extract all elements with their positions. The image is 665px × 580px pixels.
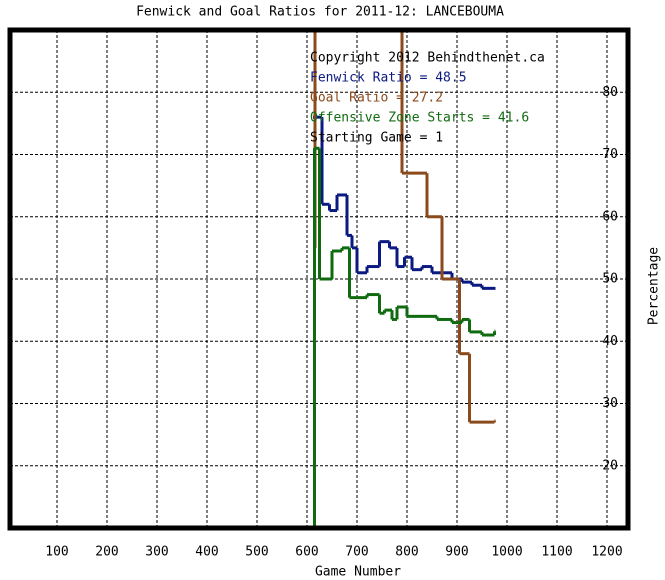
y-tick-label: 60 <box>602 209 618 224</box>
y-tick-label: 40 <box>602 334 618 349</box>
x-tick-label: 100 <box>45 545 68 560</box>
y-axis-label: Percentage <box>647 247 662 325</box>
legend-entry: Offensive Zone Starts = 41.6 <box>310 111 529 126</box>
x-tick-label: 800 <box>395 545 418 560</box>
x-tick-label: 700 <box>345 545 368 560</box>
annotation: Copyright 2012 Behindthenet.ca <box>310 51 545 66</box>
x-tick-label: 600 <box>295 545 318 560</box>
x-tick-label: 200 <box>95 545 118 560</box>
x-tick-label: 1100 <box>541 545 572 560</box>
x-axis-label: Game Number <box>315 565 401 580</box>
x-tick-label: 1200 <box>591 545 622 560</box>
x-tick-label: 900 <box>445 545 468 560</box>
y-tick-label: 30 <box>602 396 618 411</box>
x-tick-label: 400 <box>195 545 218 560</box>
x-tick-label: 1000 <box>491 545 522 560</box>
annotation: Starting Game = 1 <box>310 131 443 146</box>
y-tick-label: 20 <box>602 458 618 473</box>
y-tick-label: 50 <box>602 272 618 287</box>
y-tick-label: 80 <box>602 85 618 100</box>
x-tick-label: 300 <box>145 545 168 560</box>
legend-entry: Fenwick Ratio = 48.5 <box>310 71 467 86</box>
y-tick-label: 70 <box>602 147 618 162</box>
chart-title: Fenwick and Goal Ratios for 2011-12: LAN… <box>136 5 504 20</box>
plot-border <box>7 27 631 531</box>
x-tick-label: 500 <box>245 545 268 560</box>
legend-entry: Goal Ratio = 27.2 <box>310 91 443 106</box>
